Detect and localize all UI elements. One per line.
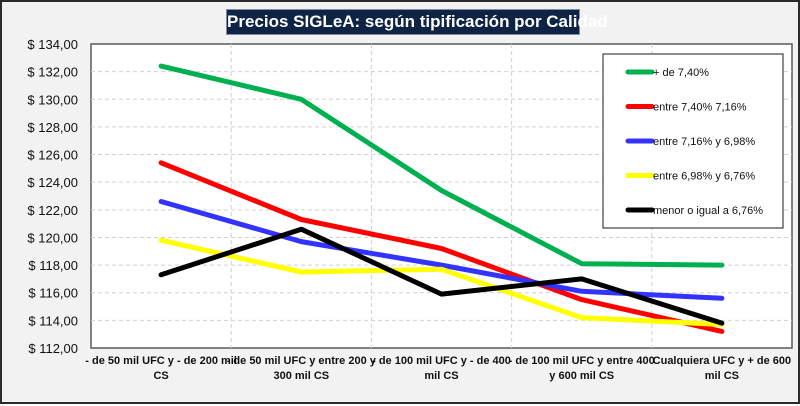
x-axis-ticks: - de 50 mil UFC y - de 200 mil CS - de 50 … bbox=[85, 355, 791, 382]
y-tick-label: $ 134,00 bbox=[27, 37, 78, 52]
x-tick-label: - de 100 mil UFC y entre 400 bbox=[509, 355, 655, 367]
y-tick-label: $ 126,00 bbox=[27, 148, 78, 163]
y-axis-ticks: $ 112,00 $ 114,00 $ 116,00 $ 118,00 $ 120,00… bbox=[27, 37, 78, 356]
legend-label: menor o igual a 6,76% bbox=[653, 205, 763, 217]
y-tick-label: $ 130,00 bbox=[27, 92, 78, 107]
y-tick-label: $ 132,00 bbox=[27, 65, 78, 80]
x-tick-label: CS bbox=[153, 370, 168, 382]
x-tick-label: mil CS bbox=[424, 370, 458, 382]
legend-label: + de 7,40% bbox=[653, 67, 709, 79]
x-tick-label: - de 100 mil UFC y - de 400 bbox=[372, 355, 511, 367]
legend: + de 7,40% entre 7,40% 7,16% entre 7,16% y… bbox=[603, 54, 783, 228]
x-tick-label: - de 50 mil UFC y - de 200 mil bbox=[85, 355, 237, 367]
y-tick-label: $ 120,00 bbox=[27, 230, 78, 245]
x-tick-label: mil CS bbox=[705, 370, 739, 382]
y-tick-label: $ 116,00 bbox=[28, 286, 78, 301]
y-tick-label: $ 112,00 bbox=[28, 341, 78, 356]
legend-label: entre 7,40% 7,16% bbox=[653, 102, 747, 114]
y-tick-label: $ 118,00 bbox=[28, 258, 78, 273]
x-tick-label: - de 50 mil UFC y entre 200 y bbox=[227, 355, 377, 367]
x-tick-label: 300 mil CS bbox=[273, 370, 329, 382]
y-tick-label: $ 114,00 bbox=[28, 313, 78, 328]
legend-label: entre 6,98% y 6,76% bbox=[653, 171, 755, 183]
legend-label: entre 7,16% y 6,98% bbox=[653, 136, 755, 148]
x-tick-label: Cualquiera UFC y + de 600 bbox=[653, 355, 791, 367]
y-tick-label: $ 124,00 bbox=[27, 175, 78, 190]
y-tick-label: $ 122,00 bbox=[27, 203, 78, 218]
y-tick-label: $ 128,00 bbox=[27, 120, 78, 135]
x-tick-label: y 600 mil CS bbox=[549, 370, 614, 382]
